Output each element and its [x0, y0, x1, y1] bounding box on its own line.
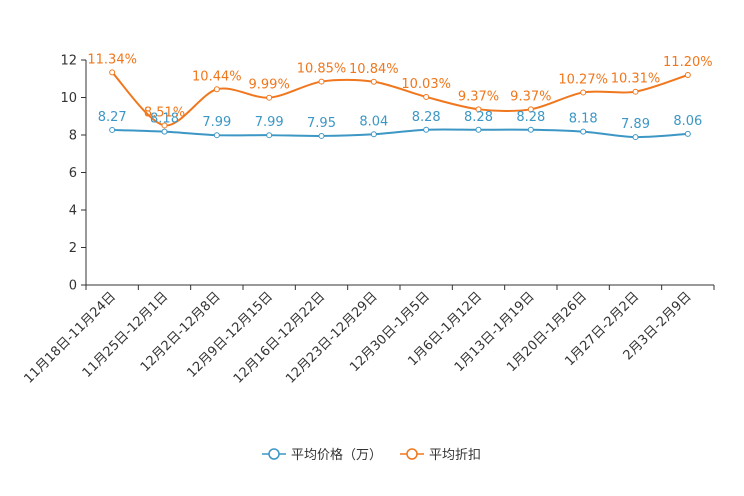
legend-item-0[interactable]: 平均价格（万）	[262, 447, 382, 463]
data-label: 8.18	[569, 112, 598, 127]
data-label: 8.28	[412, 110, 441, 125]
series-lines	[109, 69, 691, 141]
data-point[interactable]	[161, 128, 168, 135]
data-label: 7.99	[202, 115, 231, 130]
data-point[interactable]	[527, 106, 534, 113]
data-label: 7.89	[621, 117, 650, 132]
data-point[interactable]	[161, 122, 168, 129]
legend-circle-icon	[268, 448, 280, 460]
x-tick-label: 12月23日-12月29日	[283, 289, 380, 386]
data-point[interactable]	[632, 134, 639, 141]
data-point[interactable]	[632, 88, 639, 95]
data-point[interactable]	[684, 72, 691, 78]
series-line-0	[112, 128, 688, 139]
x-axis: 11月18日-11月24日11月25日-12月1日12月2日-12月8日12月9…	[22, 284, 715, 387]
data-point[interactable]	[109, 69, 116, 76]
data-label: 10.31%	[611, 72, 661, 87]
legend[interactable]: 平均价格（万） 平均折扣	[262, 447, 481, 463]
y-tick-label: 4	[69, 204, 77, 219]
data-label: 9.37%	[458, 89, 499, 104]
data-labels: 8.27 8.18 7.99 7.99 7.95 8.04 8.28 8.28 8.28 8.18…	[87, 52, 712, 132]
data-label: 10.44%	[192, 69, 242, 84]
data-point[interactable]	[266, 132, 273, 139]
y-tick-label: 8	[69, 129, 77, 144]
data-point[interactable]	[684, 130, 691, 137]
data-label: 8.51%	[144, 105, 185, 120]
data-label: 8.27	[98, 110, 127, 125]
data-label: 11.34%	[87, 52, 137, 67]
data-point[interactable]	[370, 131, 377, 138]
x-tick-label: 12月16日-12月22日	[231, 289, 328, 386]
data-label: 8.28	[516, 110, 545, 125]
data-point[interactable]	[318, 132, 325, 139]
data-label: 7.99	[255, 115, 284, 130]
data-point[interactable]	[423, 93, 430, 100]
data-point[interactable]	[527, 126, 534, 133]
data-point[interactable]	[423, 126, 430, 133]
y-tick-label: 12	[60, 54, 77, 69]
y-tick-label: 2	[69, 241, 77, 256]
data-point[interactable]	[213, 132, 220, 139]
data-point[interactable]	[580, 128, 587, 135]
data-point[interactable]	[475, 106, 482, 113]
data-point[interactable]	[213, 86, 220, 93]
data-label: 8.18	[150, 112, 179, 127]
data-point[interactable]	[580, 89, 587, 96]
data-label: 11.20%	[663, 55, 713, 70]
y-tick-label: 0	[69, 279, 77, 294]
data-label: 8.04	[359, 114, 388, 129]
data-point[interactable]	[266, 94, 273, 101]
data-point[interactable]	[109, 126, 116, 133]
data-label: 9.99%	[249, 78, 290, 93]
data-label: 10.03%	[401, 77, 451, 92]
y-tick-label: 10	[60, 91, 77, 106]
data-label: 8.28	[464, 110, 493, 125]
data-label: 10.84%	[349, 62, 399, 77]
data-label: 7.95	[307, 116, 336, 131]
legend-label: 平均价格（万）	[291, 447, 382, 463]
legend-circle-icon	[406, 448, 418, 460]
y-tick-label: 6	[69, 166, 77, 181]
legend-label: 平均折扣	[429, 448, 481, 463]
data-label: 9.37%	[510, 89, 551, 104]
y-axis: 0 2 4 6 8 10 12	[60, 54, 87, 294]
data-label: 10.27%	[558, 72, 608, 87]
data-label: 10.85%	[297, 62, 347, 77]
legend-item-1[interactable]: 平均折扣	[400, 448, 481, 463]
data-point[interactable]	[370, 78, 377, 85]
data-point[interactable]	[475, 126, 482, 133]
data-point[interactable]	[318, 78, 325, 85]
data-label: 8.06	[673, 114, 702, 129]
x-tick-label: 11月18日-11月24日	[22, 289, 119, 386]
